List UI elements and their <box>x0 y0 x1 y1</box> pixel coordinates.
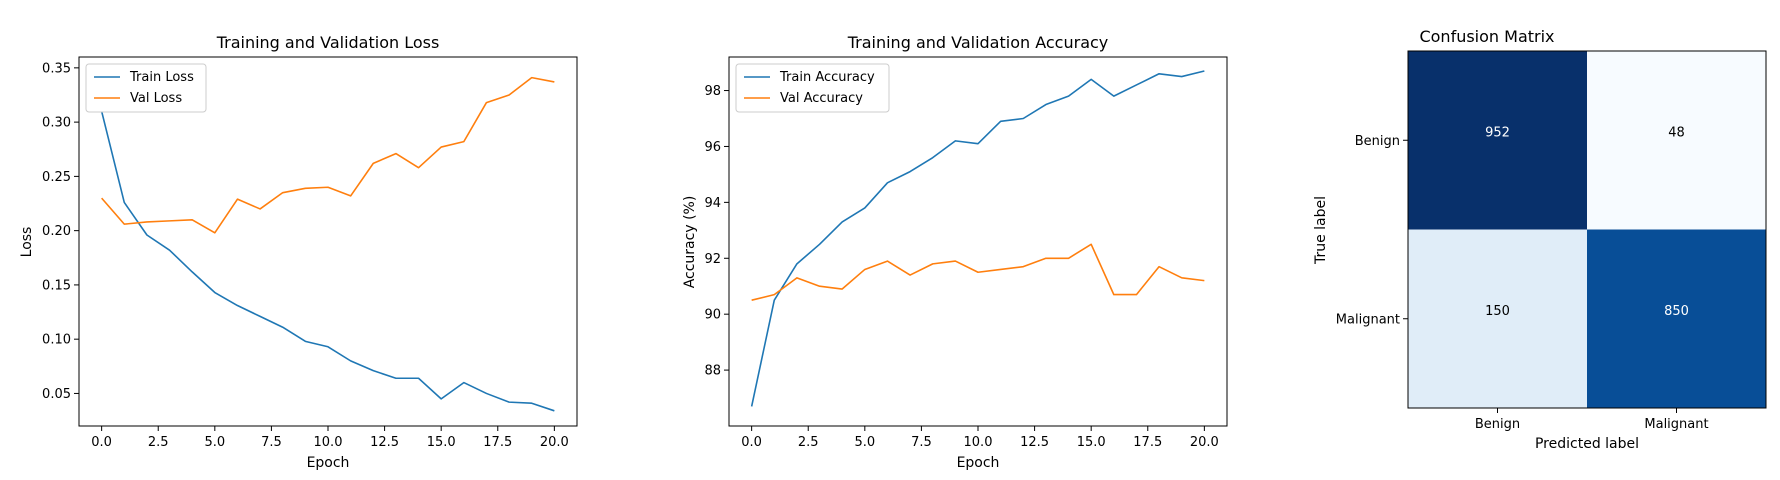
loss-y-tick-label: 0.35 <box>42 61 71 76</box>
loss-chart-title: Training and Validation Loss <box>216 33 440 52</box>
accuracy-x-tick-label: 7.5 <box>911 435 932 450</box>
loss-x-tick-label: 7.5 <box>261 435 282 450</box>
loss-y-tick-label: 0.15 <box>42 278 71 293</box>
loss-x-tick-label: 5.0 <box>204 435 225 450</box>
accuracy-y-tick-label: 98 <box>704 84 721 99</box>
accuracy-x-tick-label: 10.0 <box>964 435 993 450</box>
loss-y-tick-label: 0.05 <box>42 387 71 402</box>
confusion-matrix-cell <box>1408 229 1587 408</box>
confusion-matrix-cell-value: 150 <box>1485 304 1510 319</box>
loss-legend: Train Loss Val Loss <box>85 63 207 113</box>
confusion-matrix-frame <box>1407 50 1767 409</box>
loss-x-axis-label: Epoch <box>307 455 350 471</box>
accuracy-y-tick-label: 96 <box>704 140 721 155</box>
legend-val-loss-label: Val Loss <box>130 91 182 106</box>
loss-x-tick-label: 0.0 <box>91 435 112 450</box>
accuracy-legend-box <box>735 63 890 113</box>
accuracy-y-tick-label: 94 <box>704 196 721 211</box>
accuracy-x-tick-label: 17.5 <box>1133 435 1162 450</box>
accuracy-x-tick-label: 0.0 <box>741 435 762 450</box>
confusion-matrix-cell-value: 850 <box>1664 304 1689 319</box>
accuracy-x-tick-label: 5.0 <box>854 435 875 450</box>
accuracy-x-axis-label: Epoch <box>957 455 1000 471</box>
accuracy-y-tick-label: 88 <box>704 364 721 379</box>
confusion-matrix-cell <box>1408 51 1587 230</box>
loss-chart: Training and Validation Loss 0.0 2.5 5.0 7.… <box>19 33 578 471</box>
legend-train-accuracy-label: Train Accuracy <box>779 70 875 85</box>
loss-y-axis-label: Loss <box>19 227 35 258</box>
accuracy-chart-title: Training and Validation Accuracy <box>847 33 1109 52</box>
confusion-matrix-y-tick-label: Benign <box>1355 134 1400 149</box>
loss-series-val-loss <box>101 76 555 234</box>
confusion-matrix-x-tick-label: Benign <box>1475 417 1520 432</box>
accuracy-chart: Training and Validation Accuracy 0.0 2.5 5… <box>682 33 1228 471</box>
legend-train-loss-label: Train Loss <box>129 70 194 85</box>
accuracy-x-tick-label: 20.0 <box>1190 435 1219 450</box>
confusion-matrix-y-tick-label: Malignant <box>1336 312 1400 327</box>
loss-x-tick-label: 12.5 <box>370 435 399 450</box>
loss-x-tick-label: 17.5 <box>483 435 512 450</box>
legend-val-accuracy-label: Val Accuracy <box>780 91 863 106</box>
accuracy-y-tick-label: 92 <box>704 252 721 267</box>
accuracy-legend: Train Accuracy Val Accuracy <box>735 63 890 113</box>
confusion-matrix-cell-value: 952 <box>1485 125 1510 140</box>
loss-series-train-loss <box>100 111 555 412</box>
confusion-matrix-cell-value: 48 <box>1668 125 1685 140</box>
loss-y-tick-label: 0.20 <box>42 224 71 239</box>
confusion-matrix-cell <box>1587 229 1766 408</box>
accuracy-series-train-accuracy <box>750 70 1205 407</box>
accuracy-x-tick-label: 2.5 <box>798 435 819 450</box>
confusion-matrix-y-axis-label: True label <box>1313 196 1329 265</box>
accuracy-y-tick-label: 90 <box>704 308 721 323</box>
loss-x-tick-label: 10.0 <box>314 435 343 450</box>
loss-x-tick-label: 15.0 <box>427 435 456 450</box>
accuracy-y-axis-label: Accuracy (%) <box>682 196 698 289</box>
accuracy-series-val-accuracy <box>751 243 1205 301</box>
confusion-matrix-x-axis-label: Predicted label <box>1535 436 1639 452</box>
confusion-matrix-x-tick-label: Malignant <box>1644 417 1708 432</box>
loss-y-tick-label: 0.10 <box>42 333 71 348</box>
accuracy-x-tick-label: 12.5 <box>1020 435 1049 450</box>
confusion-matrix: Confusion Matrix 952 48 150 850 Benign Malig… <box>1313 27 1767 452</box>
loss-legend-box <box>85 63 207 113</box>
confusion-matrix-title: Confusion Matrix <box>1419 27 1554 46</box>
loss-y-tick-label: 0.30 <box>42 116 71 131</box>
loss-y-tick-label: 0.25 <box>42 170 71 185</box>
confusion-matrix-cell <box>1587 51 1766 230</box>
accuracy-x-tick-label: 15.0 <box>1077 435 1106 450</box>
loss-x-tick-label: 20.0 <box>540 435 569 450</box>
loss-x-tick-label: 2.5 <box>148 435 169 450</box>
